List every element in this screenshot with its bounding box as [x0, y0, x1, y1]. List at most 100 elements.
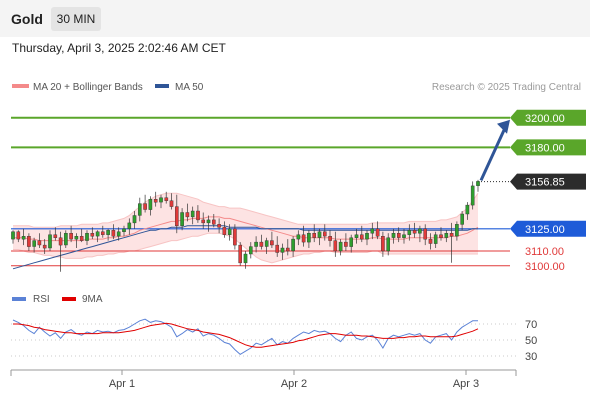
rsi-legend: RSI 9MA: [12, 294, 103, 305]
candle-87: [470, 181, 475, 210]
level-label-3: 3125.00: [525, 224, 565, 236]
candle-30: [169, 193, 174, 210]
candle-body-84: [455, 224, 459, 237]
candle-body-49: [270, 240, 274, 246]
candle-body-13: [79, 235, 84, 241]
candle-body-52: [286, 247, 290, 252]
candle-body-23: [132, 215, 137, 224]
candle-77: [418, 225, 422, 243]
candle-body-50: [275, 244, 280, 253]
candle-body-7: [48, 234, 52, 249]
bollinger-band-fill: [13, 193, 478, 263]
candle-body-33: [185, 212, 190, 218]
candle-31: [174, 194, 179, 234]
candle-body-28: [159, 197, 163, 203]
candle-body-4: [32, 240, 36, 247]
instrument-title: Gold: [11, 11, 43, 27]
candle-body-67: [365, 232, 369, 240]
candle-2: [21, 228, 26, 246]
candle-39: [217, 218, 221, 234]
candle-53: [291, 236, 295, 257]
candle-body-45: [248, 246, 253, 255]
candle-body-20: [116, 231, 121, 237]
level-label-0: 3200.00: [525, 113, 565, 125]
candle-body-10: [64, 232, 68, 246]
candle-body-73: [397, 232, 401, 238]
candle-body-51: [280, 247, 285, 253]
bollinger-lower-line: [13, 232, 478, 264]
candle-78: [423, 224, 428, 246]
candle-13: [79, 228, 84, 243]
candle-51: [280, 243, 285, 260]
candle-5: [37, 233, 42, 248]
candle-body-38: [211, 219, 216, 225]
candle-38: [211, 214, 216, 228]
candle-80: [433, 231, 438, 248]
candle-body-17: [100, 231, 105, 235]
moving-averages: [12, 216, 479, 270]
candle-25: [143, 194, 147, 213]
projection-arrow: [479, 119, 510, 182]
timeframe-badge[interactable]: [51, 7, 101, 31]
candle-62: [338, 239, 343, 256]
candle-27: [153, 191, 158, 207]
candle-72: [391, 228, 396, 244]
candle-76: [412, 222, 417, 238]
candle-71: [386, 233, 391, 256]
candle-23: [132, 211, 137, 229]
candle-body-70: [381, 235, 385, 252]
candle-37: [206, 215, 211, 232]
level-tag-3: 3125.00: [510, 220, 586, 237]
candle-body-39: [217, 224, 221, 228]
candle-1: [16, 230, 21, 243]
candle-19: [111, 224, 116, 240]
candle-75: [407, 224, 412, 241]
candle-60: [328, 230, 332, 247]
candle-64: [349, 234, 354, 253]
candle-body-81: [439, 234, 443, 238]
candle-70: [381, 231, 385, 257]
candle-body-76: [412, 230, 417, 234]
candle-body-61: [333, 240, 338, 252]
candle-body-79: [428, 238, 433, 244]
candle-body-64: [349, 237, 354, 247]
timeframe-label: 30 MIN: [57, 12, 96, 26]
candle-body-60: [328, 235, 332, 241]
candle-body-69: [375, 228, 380, 237]
candle-34: [190, 206, 195, 225]
candle-body-53: [291, 238, 295, 252]
candle-82: [444, 230, 449, 243]
bollinger-upper-line: [13, 192, 479, 228]
candle-body-66: [360, 234, 364, 240]
rsi-tick-label-50: 50: [525, 335, 537, 347]
candle-body-22: [127, 222, 132, 229]
candle-24: [137, 197, 142, 222]
candle-41: [227, 224, 232, 241]
legend-label-9ma: 9MA: [82, 294, 103, 305]
candle-body-21: [122, 228, 126, 233]
bollinger-bands: [13, 192, 479, 264]
candle-54: [296, 230, 301, 246]
candle-body-82: [444, 232, 449, 238]
candle-45: [248, 242, 253, 259]
candle-body-88: [476, 181, 480, 186]
candle-33: [185, 203, 190, 222]
candle-body-86: [465, 204, 470, 215]
candle-4: [32, 237, 36, 253]
timestamp: Thursday, April 3, 2025 2:02:46 AM CET: [12, 41, 227, 55]
rsi-tick-label-70: 70: [525, 319, 537, 331]
level-label-1: 3180.00: [525, 142, 565, 154]
candle-body-2: [21, 235, 26, 240]
candle-49: [270, 231, 274, 248]
candle-12: [74, 233, 79, 248]
candle-58: [317, 228, 322, 246]
level-tag-bg-2: [510, 173, 586, 190]
candle-83: [449, 222, 454, 263]
legend-label-ma50: MA 50: [175, 82, 204, 93]
candle-body-40: [222, 227, 227, 235]
source-credit: Research © 2025 Trading Central: [432, 82, 581, 93]
candle-69: [375, 221, 380, 240]
candle-85: [460, 211, 465, 231]
candle-67: [365, 230, 369, 246]
candle-43: [238, 242, 243, 266]
